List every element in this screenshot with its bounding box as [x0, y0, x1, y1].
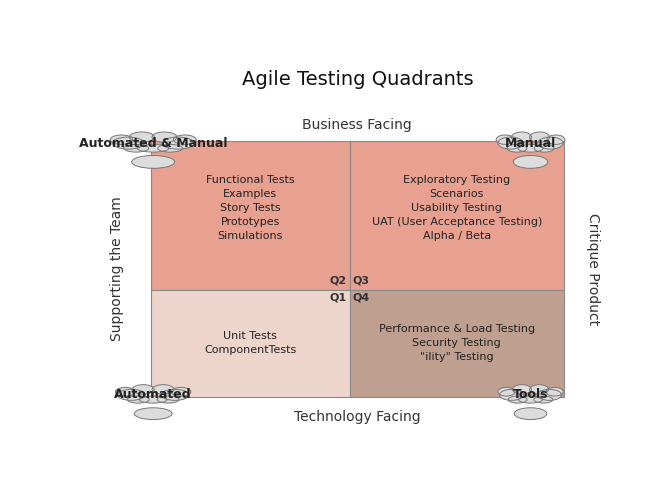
Ellipse shape [173, 135, 196, 144]
Bar [350, 290, 564, 397]
Text: Q3: Q3 [352, 275, 369, 285]
Ellipse shape [518, 396, 542, 403]
Ellipse shape [127, 396, 149, 403]
Ellipse shape [162, 137, 194, 149]
Text: Critique Product: Critique Product [586, 213, 600, 325]
Bar [350, 141, 564, 290]
Bar [151, 141, 350, 290]
Ellipse shape [171, 387, 191, 396]
Ellipse shape [512, 385, 532, 394]
Ellipse shape [161, 389, 189, 400]
Ellipse shape [157, 396, 179, 403]
Ellipse shape [512, 132, 532, 142]
Text: Functional Tests
Examples
Story Tests
Prototypes
Simulations: Functional Tests Examples Story Tests Pr… [206, 175, 294, 241]
Ellipse shape [534, 144, 554, 152]
Text: Tools: Tools [513, 388, 548, 401]
Ellipse shape [152, 132, 177, 142]
Ellipse shape [514, 408, 547, 420]
Ellipse shape [508, 396, 527, 403]
Ellipse shape [113, 137, 144, 149]
Ellipse shape [134, 408, 172, 420]
Ellipse shape [124, 144, 149, 152]
Ellipse shape [534, 396, 553, 403]
Ellipse shape [530, 385, 548, 394]
Ellipse shape [498, 387, 515, 396]
Ellipse shape [137, 144, 169, 152]
Text: Supporting the Team: Supporting the Team [110, 197, 124, 342]
Ellipse shape [110, 135, 133, 144]
Text: Automated: Automated [114, 388, 192, 401]
Ellipse shape [498, 137, 524, 149]
Ellipse shape [139, 396, 167, 403]
Text: Exploratory Testing
Scenarios
Usability Testing
UAT (User Acceptance Testing)
Al: Exploratory Testing Scenarios Usability … [372, 175, 542, 241]
Text: Q4: Q4 [352, 293, 370, 303]
Ellipse shape [131, 156, 175, 168]
Ellipse shape [117, 389, 145, 400]
Text: Performance & Load Testing
Security Testing
"ility" Testing: Performance & Load Testing Security Test… [379, 324, 535, 362]
Text: Manual: Manual [505, 137, 556, 150]
Ellipse shape [547, 135, 565, 144]
Text: Unit Tests
ComponentTests: Unit Tests ComponentTests [204, 331, 296, 355]
Ellipse shape [546, 387, 563, 396]
Text: Business Facing: Business Facing [302, 118, 412, 132]
Text: Q2: Q2 [330, 275, 347, 285]
Text: Automated & Manual: Automated & Manual [79, 137, 227, 150]
Ellipse shape [538, 137, 563, 149]
Ellipse shape [507, 144, 527, 152]
Ellipse shape [496, 135, 514, 144]
Ellipse shape [157, 144, 183, 152]
Text: Q1: Q1 [330, 293, 347, 303]
Text: Agile Testing Quadrants: Agile Testing Quadrants [241, 70, 473, 89]
Ellipse shape [514, 156, 548, 168]
Ellipse shape [152, 385, 174, 394]
Ellipse shape [500, 389, 524, 400]
Ellipse shape [129, 132, 154, 142]
Text: Technology Facing: Technology Facing [294, 410, 421, 424]
Ellipse shape [530, 132, 550, 142]
Ellipse shape [132, 385, 154, 394]
Bar [151, 290, 350, 397]
Ellipse shape [538, 389, 562, 400]
Ellipse shape [518, 144, 543, 152]
Ellipse shape [115, 387, 135, 396]
